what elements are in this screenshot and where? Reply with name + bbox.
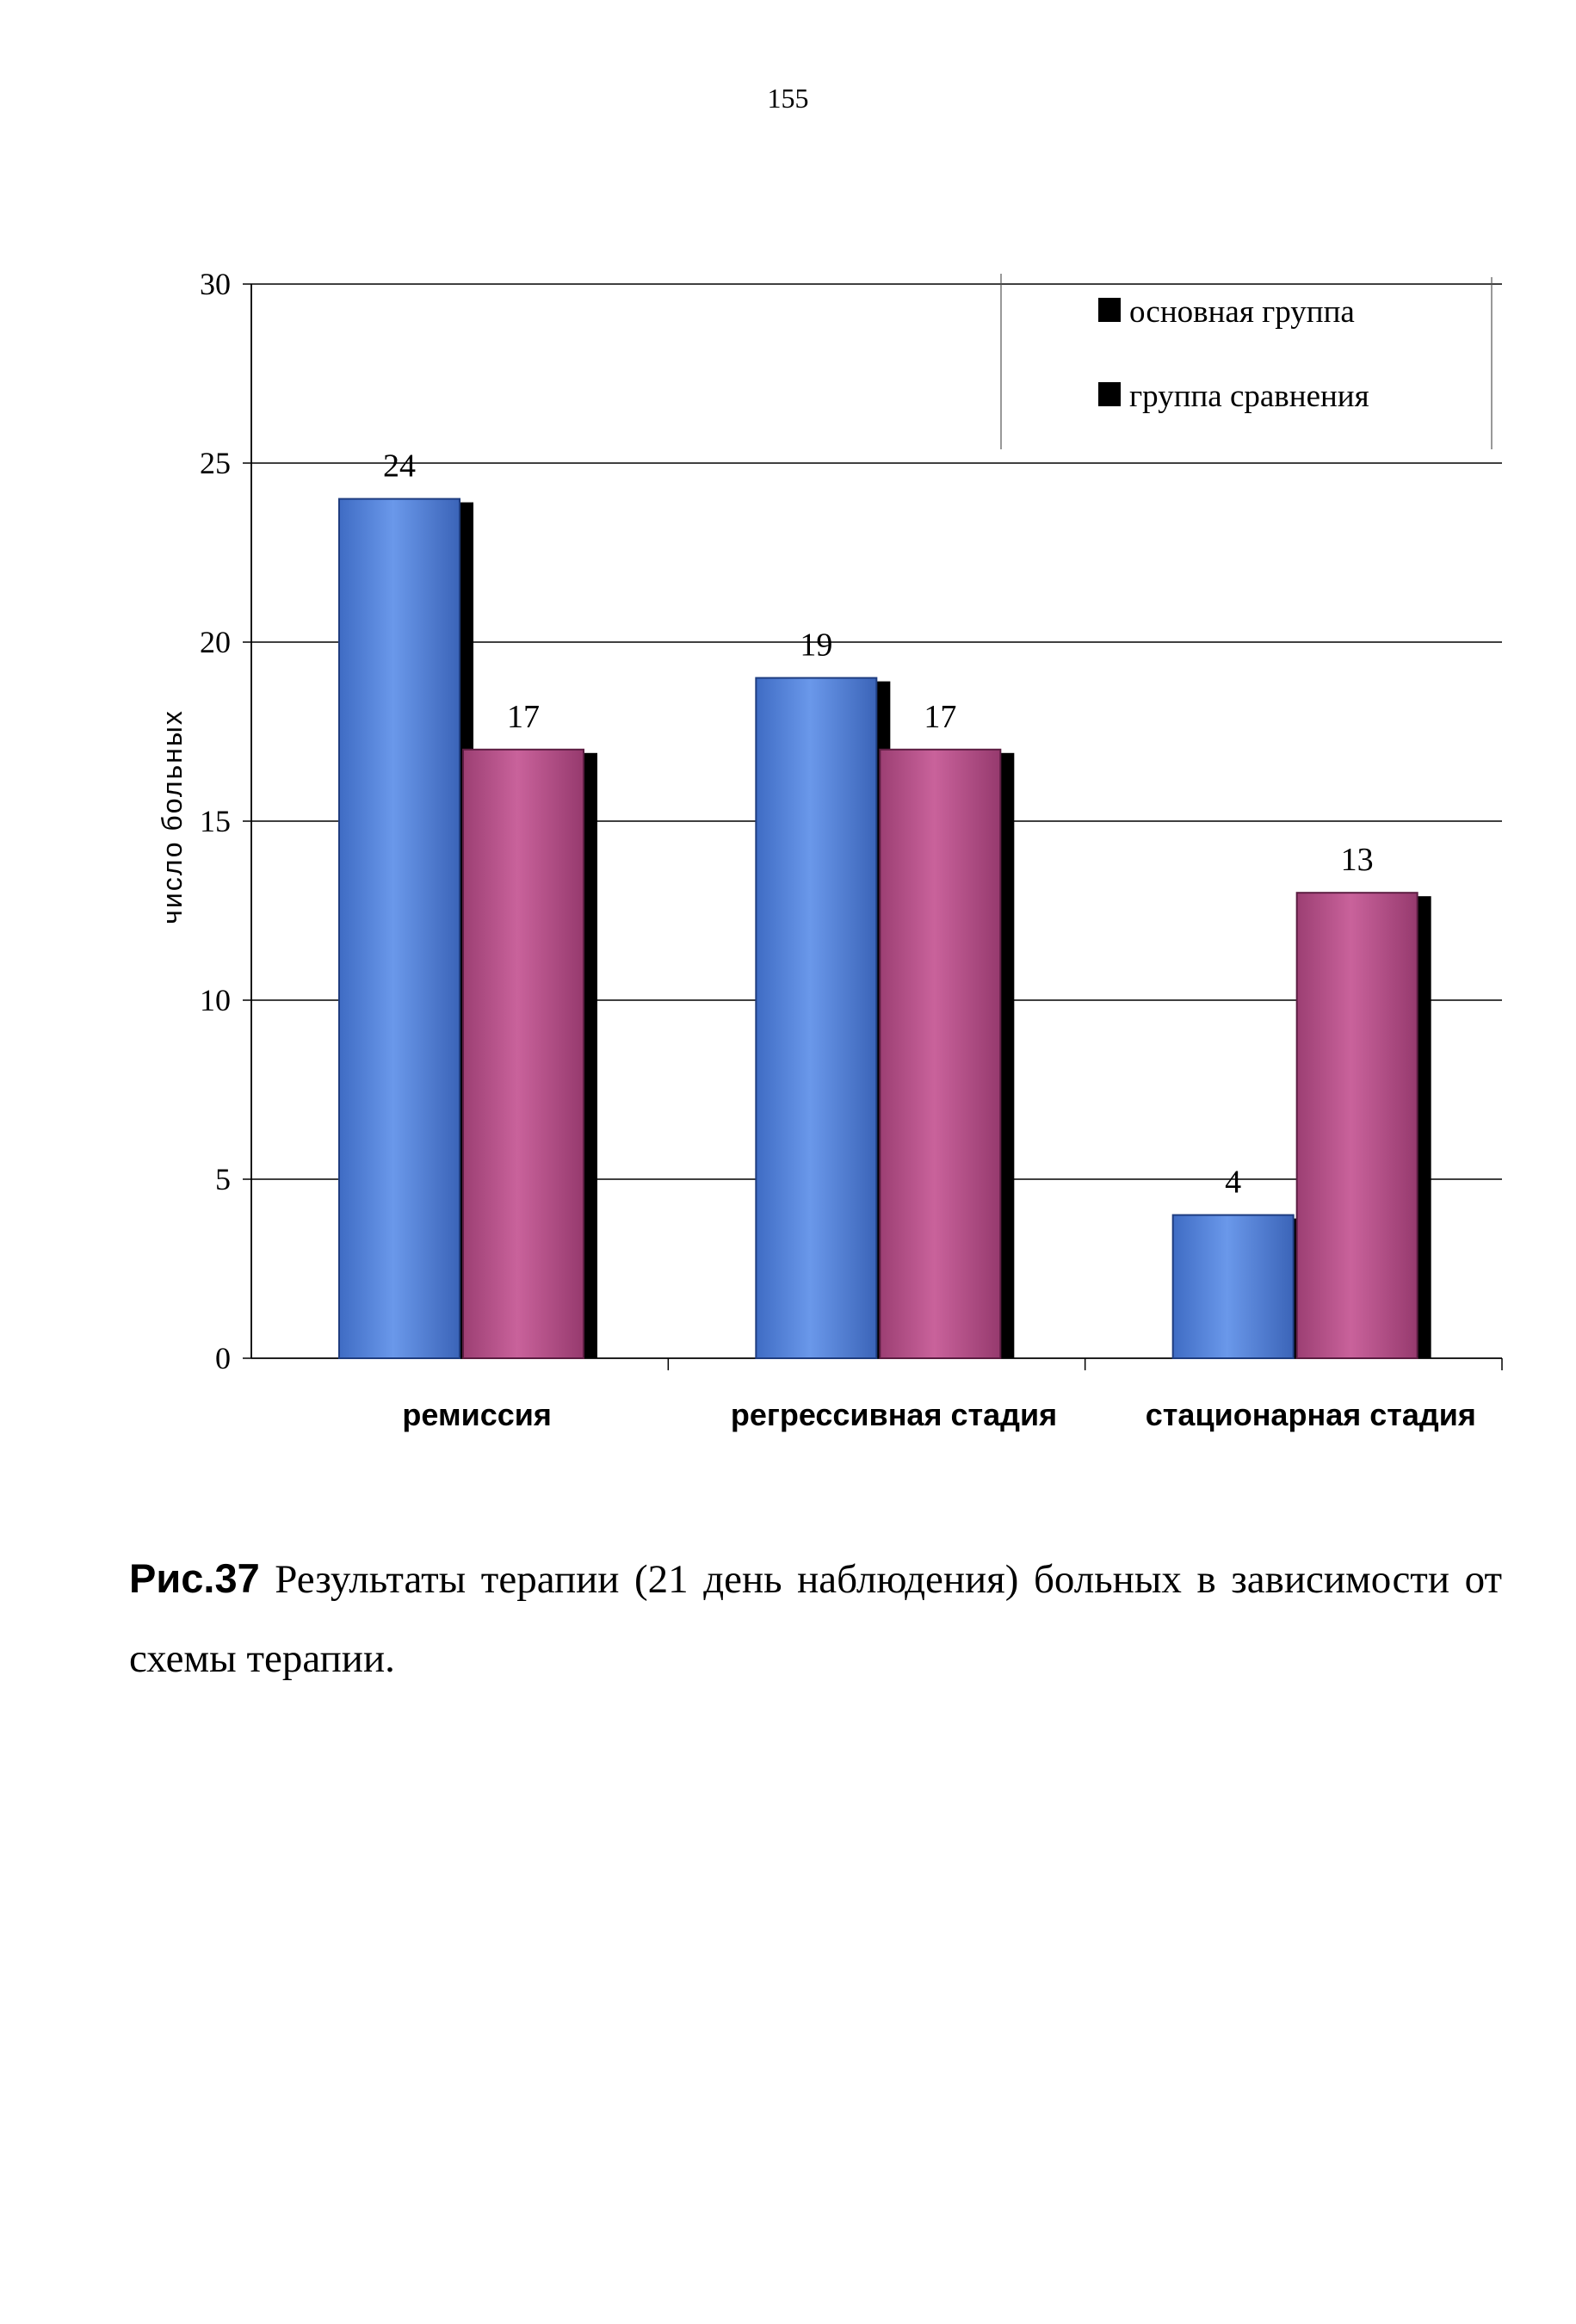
bar <box>1295 892 1418 1359</box>
data-label: 19 <box>800 627 832 664</box>
data-label: 17 <box>507 699 540 735</box>
y-tick-label: 30 <box>200 267 231 301</box>
data-label: 24 <box>383 448 416 485</box>
y-axis-title: число больных <box>157 709 188 924</box>
bar-chart: 0 5 10 15 20 25 30 24 17 ремиссия 19 17 регрессивная… <box>157 267 1503 1432</box>
y-tick-label: 5 <box>215 1162 231 1196</box>
category-label: стационарная стадия <box>1146 1397 1476 1432</box>
y-tick-label: 15 <box>200 804 231 838</box>
legend-label: группа сравнения <box>1129 379 1369 414</box>
figure-label: Рис.37 <box>129 1555 260 1601</box>
bar <box>755 677 878 1359</box>
y-tick-label: 25 <box>200 446 231 480</box>
legend-swatch <box>1098 298 1121 322</box>
data-label: 17 <box>924 699 956 735</box>
bars <box>338 498 1431 1359</box>
y-tick-label: 20 <box>200 625 231 659</box>
category-label: ремиссия <box>402 1397 551 1432</box>
data-label: 13 <box>1341 842 1374 878</box>
caption-text: Результаты терапии (21 день наблюдения) … <box>129 1557 1502 1681</box>
data-label: 4 <box>1225 1165 1241 1201</box>
page-number: 155 <box>767 83 809 114</box>
legend-label: основная группа <box>1129 294 1355 330</box>
y-tick-label: 10 <box>200 983 231 1017</box>
labels: 0 5 10 15 20 25 30 24 17 ремиссия 19 17 регрессивная… <box>157 267 1476 1432</box>
bar <box>1171 1214 1295 1359</box>
legend-swatch <box>1098 382 1121 406</box>
bar <box>462 748 584 1359</box>
category-label: регрессивная стадия <box>731 1397 1057 1432</box>
y-tick-label: 0 <box>215 1341 231 1375</box>
bar <box>879 748 1002 1359</box>
figure-caption: Рис.37 Результаты терапии (21 день наблю… <box>129 1539 1502 1698</box>
bar <box>338 498 460 1359</box>
legend: основная группа группа сравнения <box>1000 274 1493 449</box>
